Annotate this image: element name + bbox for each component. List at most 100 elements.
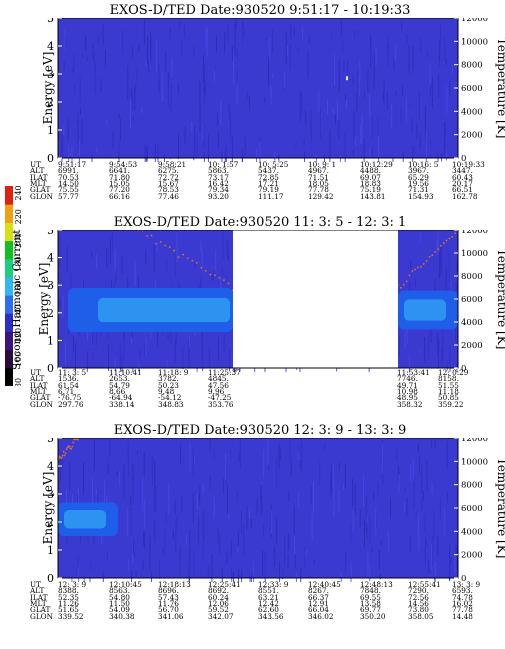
- heatmap-texture: [145, 61, 147, 67]
- temperature-point: [62, 450, 65, 453]
- heatmap-texture: [83, 576, 85, 582]
- heatmap-texture: [236, 491, 238, 502]
- table-cell: 54.80: [109, 592, 130, 602]
- heatmap-texture: [150, 571, 152, 582]
- heatmap-texture: [378, 549, 380, 567]
- table-cell: 77.20: [109, 185, 130, 195]
- heatmap-texture: [330, 473, 332, 499]
- heatmap-texture: [196, 366, 198, 372]
- temperature-point: [159, 241, 162, 243]
- heatmap-texture: [359, 508, 361, 528]
- heatmap-texture: [428, 332, 430, 359]
- table-cell: 111.17: [258, 191, 284, 201]
- heatmap-texture: [249, 576, 251, 582]
- heatmap-texture: [425, 130, 427, 162]
- heatmap-texture: [369, 565, 371, 582]
- heatmap-texture: [299, 91, 301, 122]
- table-cell: 8388.: [58, 586, 79, 596]
- heatmap-texture: [272, 29, 274, 54]
- heatmap-texture: [202, 483, 204, 494]
- heatmap-texture: [446, 360, 448, 371]
- colorbar-svg: 80 100 120 140 160 180 200 220 240: [5, 185, 23, 388]
- table-cell: 60.43: [452, 172, 473, 182]
- table-cell: 154.93: [408, 191, 434, 201]
- heatmap-texture: [87, 330, 89, 342]
- heatmap-texture: [369, 516, 371, 545]
- temperature-point: [77, 438, 79, 441]
- heatmap-texture: [96, 489, 98, 510]
- heatmap-texture: [197, 493, 199, 510]
- y-tick-label: 2: [47, 516, 54, 529]
- table-cell: 14.48: [452, 611, 473, 621]
- temperature-point: [437, 248, 439, 251]
- heatmap-texture: [79, 533, 81, 543]
- heatmap-texture: [165, 51, 167, 73]
- heatmap-texture: [236, 85, 238, 104]
- heatmap-texture: [69, 461, 71, 491]
- heatmap-texture: [241, 152, 243, 162]
- heatmap-texture: [127, 65, 129, 100]
- heatmap-texture: [107, 462, 109, 475]
- heatmap-texture: [78, 562, 80, 582]
- table-cell: 11: 3: 5: [58, 368, 87, 377]
- heatmap-texture: [355, 136, 357, 147]
- heatmap-texture: [64, 341, 66, 365]
- heatmap-texture: [217, 337, 219, 361]
- heatmap-texture: [424, 336, 426, 362]
- table-cell: 350.20: [360, 611, 386, 621]
- table-cell: 8267.: [308, 586, 329, 596]
- heatmap-texture: [142, 478, 144, 512]
- heatmap-texture: [170, 82, 172, 113]
- heatmap-texture: [143, 500, 145, 529]
- heatmap-texture: [409, 281, 411, 293]
- heatmap-texture: [265, 36, 267, 42]
- heatmap-texture: [272, 72, 274, 78]
- heatmap-texture: [431, 544, 433, 570]
- table-cell: 52.35: [58, 592, 79, 602]
- heatmap-texture: [159, 558, 161, 579]
- heatmap-texture: [132, 473, 134, 505]
- heatmap-texture: [222, 230, 224, 260]
- heatmap-texture: [148, 60, 150, 73]
- y-tick-label: 1: [47, 334, 54, 347]
- heatmap-texture: [207, 563, 209, 578]
- heatmap-texture: [192, 447, 194, 477]
- heatmap-texture: [288, 532, 290, 551]
- colorbar-swatch: [5, 367, 13, 387]
- heatmap-texture: [437, 332, 439, 354]
- heatmap-texture: [66, 488, 68, 507]
- heatmap-texture: [366, 516, 368, 528]
- heatmap-texture: [136, 450, 138, 455]
- temperature-point: [182, 253, 185, 256]
- heatmap-texture: [179, 555, 181, 578]
- y2-tick-label: 0: [461, 574, 466, 582]
- heatmap-texture: [154, 460, 156, 486]
- y-tick-label: 0: [47, 152, 54, 162]
- heatmap-texture: [338, 488, 340, 512]
- heatmap-texture: [175, 521, 177, 554]
- heatmap-texture: [62, 295, 64, 318]
- heatmap-texture: [81, 119, 83, 146]
- heatmap-texture: [227, 483, 229, 515]
- y2-tick-label: 4000: [461, 318, 483, 328]
- heatmap-texture: [188, 569, 190, 582]
- heatmap-texture: [220, 100, 222, 127]
- heatmap-texture: [404, 331, 406, 349]
- temperature-point: [65, 448, 68, 451]
- temperature-point: [191, 259, 194, 262]
- heatmap-texture: [387, 532, 389, 553]
- heatmap-texture: [401, 85, 403, 96]
- heatmap-texture: [263, 449, 265, 478]
- heatmap-texture: [444, 121, 446, 137]
- heatmap-texture: [391, 104, 393, 128]
- table-cell: 77.78: [452, 605, 473, 615]
- temperature-point: [411, 270, 414, 272]
- heatmap-texture: [377, 482, 379, 496]
- heatmap-texture: [134, 87, 136, 110]
- heatmap-texture: [241, 510, 243, 535]
- table-cell: 353.76: [208, 399, 234, 409]
- table-cell: 15.05: [109, 178, 130, 188]
- heatmap-texture: [155, 486, 157, 512]
- heatmap-texture: [444, 121, 446, 156]
- table-cell: 78.53: [158, 185, 179, 195]
